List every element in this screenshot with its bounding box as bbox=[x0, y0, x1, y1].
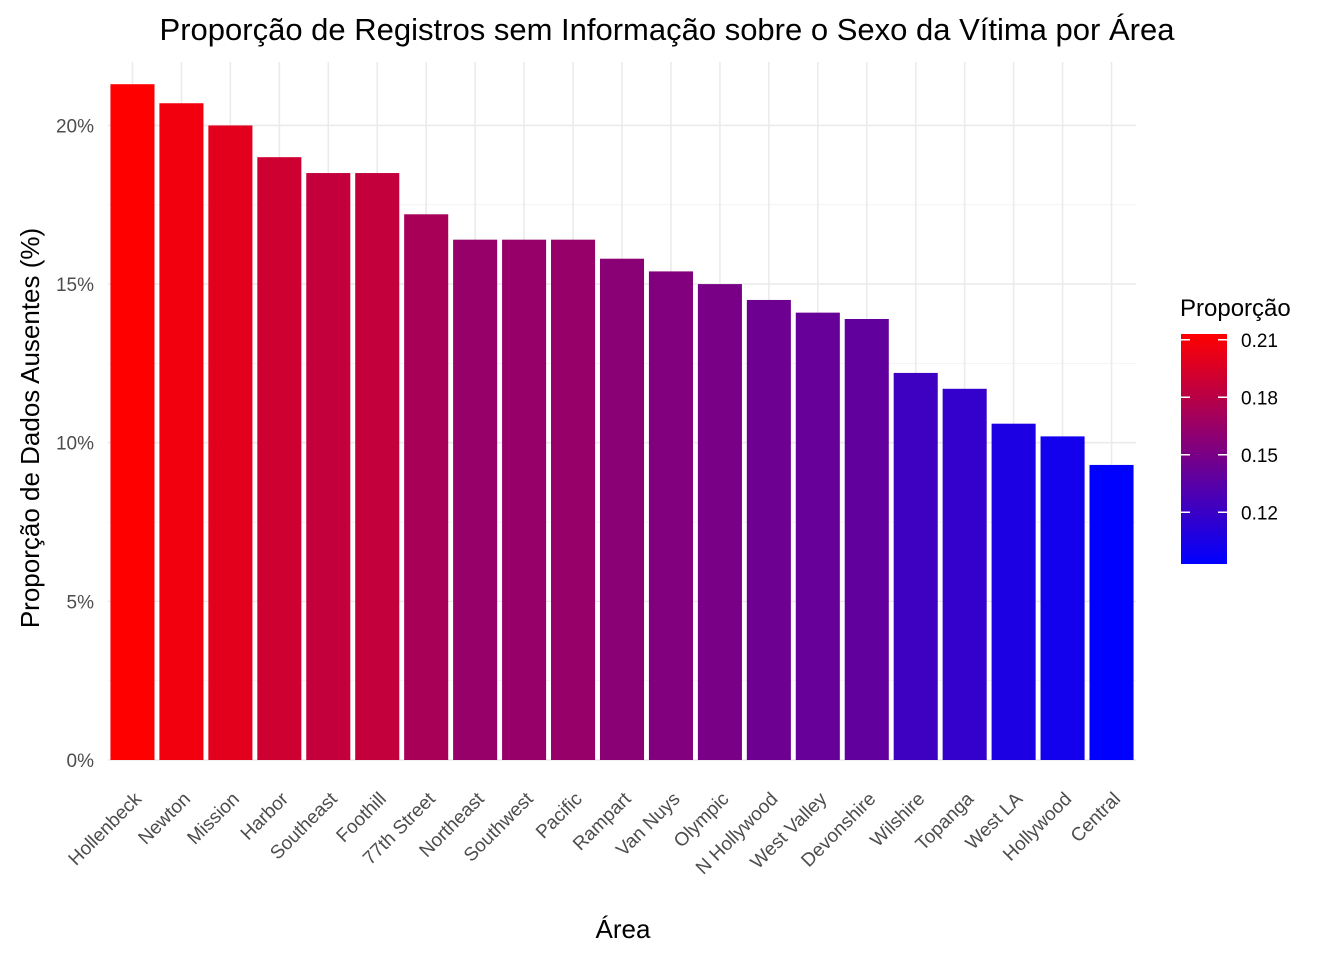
legend-tick-label: 0.21 bbox=[1241, 331, 1278, 352]
y-tick-label: 15% bbox=[56, 275, 94, 296]
x-tick-label: Newton bbox=[135, 789, 195, 849]
bar bbox=[746, 299, 791, 760]
bar bbox=[697, 284, 742, 760]
bar bbox=[599, 258, 645, 760]
bar bbox=[453, 239, 498, 760]
bar bbox=[306, 173, 351, 760]
bar bbox=[502, 239, 547, 760]
bar bbox=[551, 239, 596, 760]
bar bbox=[159, 103, 204, 760]
bar bbox=[257, 157, 302, 760]
color-legend: Proporção 0.12 0.15 0.18 0.21 bbox=[1180, 295, 1291, 564]
bar bbox=[208, 125, 253, 761]
x-tick-label: Central bbox=[1067, 789, 1125, 847]
x-axis-ticks: HollenbeckNewtonMissionHarborSoutheastFo… bbox=[65, 788, 1125, 879]
bar bbox=[1040, 436, 1085, 760]
y-tick-label: 0% bbox=[67, 751, 95, 772]
legend-tick-label: 0.15 bbox=[1241, 446, 1278, 467]
bar bbox=[942, 388, 987, 760]
legend-ticks: 0.12 0.15 0.18 0.21 bbox=[1181, 331, 1278, 524]
chart-title: Proporção de Registros sem Informação so… bbox=[160, 12, 1176, 47]
y-axis-ticks: 0% 5% 10% 15% 20% bbox=[56, 116, 94, 772]
x-tick-label: Mission bbox=[184, 789, 244, 849]
y-tick-label: 5% bbox=[67, 592, 95, 613]
bar bbox=[404, 214, 449, 761]
y-tick-label: 10% bbox=[56, 434, 94, 455]
bar bbox=[795, 312, 840, 760]
x-axis-title: Área bbox=[596, 914, 651, 944]
legend-tick-label: 0.12 bbox=[1241, 503, 1278, 524]
y-tick-label: 20% bbox=[56, 116, 94, 137]
legend-tick-label: 0.18 bbox=[1241, 388, 1278, 409]
bar bbox=[844, 318, 889, 760]
bar bbox=[893, 372, 938, 760]
bars bbox=[110, 84, 1134, 761]
bar bbox=[991, 423, 1036, 760]
bar bbox=[110, 84, 155, 760]
x-tick-label: Hollenbeck bbox=[65, 788, 147, 870]
bar bbox=[648, 271, 693, 760]
bar bbox=[1089, 464, 1134, 760]
y-axis-title: Proporção de Dados Ausentes (%) bbox=[15, 228, 45, 628]
bar bbox=[355, 173, 400, 760]
legend-title: Proporção bbox=[1180, 295, 1291, 322]
legend-color-bar bbox=[1181, 334, 1227, 564]
